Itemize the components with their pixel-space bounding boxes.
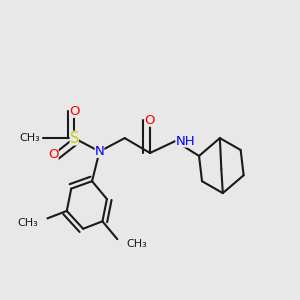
Text: O: O <box>69 105 80 118</box>
Text: CH₃: CH₃ <box>126 238 147 249</box>
Text: NH: NH <box>175 135 195 148</box>
Text: CH₃: CH₃ <box>18 218 38 228</box>
Text: S: S <box>70 130 79 146</box>
Text: N: N <box>94 145 104 158</box>
Text: CH₃: CH₃ <box>19 133 40 143</box>
Text: O: O <box>48 148 59 161</box>
Text: O: O <box>145 114 155 127</box>
